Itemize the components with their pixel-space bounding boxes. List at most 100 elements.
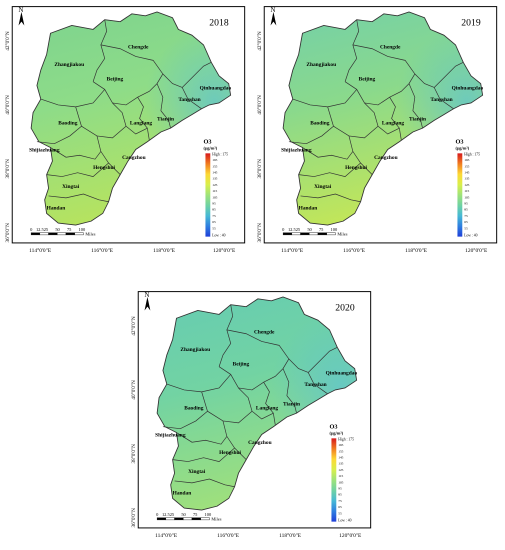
lat-label: 36°0'0"N <box>4 223 11 243</box>
scale-label: 0 <box>282 227 285 232</box>
city-border <box>433 61 464 88</box>
coast-shading <box>157 296 357 511</box>
legend-tick: 55 <box>464 226 468 230</box>
city-label-cangzhou: Cangzhou <box>374 155 397 161</box>
city-border <box>174 478 235 488</box>
legend-tick: 125 <box>464 183 469 187</box>
legend-tick: 135 <box>338 462 343 466</box>
city-border <box>263 381 276 425</box>
city-border <box>352 44 435 88</box>
scale-unit: Miles <box>337 232 347 237</box>
city-label-hengshui: Hengshui <box>93 165 115 171</box>
legend-unit: (μg/m³) <box>204 145 218 150</box>
city-label-langfang: Langfang <box>256 405 279 411</box>
city-label-xingtai: Xingtai <box>188 469 206 475</box>
lat-label: 42°0'0"N <box>130 316 137 336</box>
legend-tick: 75 <box>212 214 216 218</box>
legend-tick: 115 <box>212 189 217 193</box>
north-arrow-icon <box>144 296 151 311</box>
city-border <box>92 73 164 106</box>
city-label-tangshan: Tangshan <box>304 382 326 388</box>
map-panel-2018: N 2018 Zhangjiakou Chengde Beijing Qinhuangda… <box>4 2 250 264</box>
legend-title: O3 <box>330 424 338 431</box>
city-border <box>389 96 402 140</box>
city-label-chengde: Chengde <box>128 45 149 51</box>
city-border <box>348 135 373 175</box>
lon-label: 114°0'0"E <box>29 247 52 254</box>
lat-label: 36°0'0"N <box>130 508 137 528</box>
city-label-baoding: Baoding <box>58 120 78 126</box>
legend-tick: 155 <box>464 164 469 168</box>
lat-label: 36°0'0"N <box>256 223 263 243</box>
lat-label: 40°0'0"N <box>130 380 137 400</box>
coast-shading <box>283 11 483 226</box>
map-svg-2018: N 2018 Zhangjiakou Chengde Beijing Qinhuangda… <box>4 6 246 254</box>
lat-label: 40°0'0"N <box>4 95 11 115</box>
city-border <box>408 83 423 129</box>
city-border <box>222 420 247 460</box>
lon-label: 116°0'0"E <box>343 247 366 254</box>
lon-label: 118°0'0"E <box>153 247 176 254</box>
legend-tick: 105 <box>212 195 217 199</box>
city-border <box>181 87 202 110</box>
city-border <box>226 329 309 373</box>
legend-tick: 135 <box>212 177 217 181</box>
coast-shading <box>31 11 231 226</box>
legend-tick: 145 <box>338 455 343 459</box>
lon-label: 118°0'0"E <box>279 532 302 539</box>
city-border <box>344 19 360 82</box>
lat-label: 42°0'0"N <box>4 31 11 51</box>
scale-bar <box>30 232 84 236</box>
legend-low-label: Low : 40 <box>464 234 477 238</box>
north-arrow-icon <box>270 11 277 26</box>
city-label-chengde: Chengde <box>254 330 275 336</box>
city-border <box>307 372 328 395</box>
north-label: N <box>145 292 150 299</box>
city-label-beijing: Beijing <box>233 362 250 368</box>
city-border <box>292 89 357 108</box>
city-border <box>100 44 183 88</box>
legend-unit: (μg/m³) <box>456 145 470 150</box>
city-label-shijiazhuang: Shijiazhuang <box>29 147 60 153</box>
city-border <box>36 125 82 145</box>
city-label-handan: Handan <box>173 491 192 497</box>
city-border <box>302 147 354 160</box>
city-label-zhangjiakou: Zhangjiakou <box>54 62 84 68</box>
city-label-chengde: Chengde <box>380 45 401 51</box>
legend-tick: 85 <box>338 493 342 497</box>
city-label-shijiazhuang: Shijiazhuang <box>281 147 312 153</box>
map-svg-2019: N 2019 Zhangjiakou Chengde Beijing Qinhuangda… <box>256 6 498 254</box>
lon-label: 116°0'0"E <box>217 532 240 539</box>
city-label-qinhuangdao: Qinhuangdao <box>200 85 232 91</box>
legend-tick: 65 <box>212 220 216 224</box>
legend-title: O3 <box>204 139 212 146</box>
city-border <box>344 73 416 106</box>
legend-tick: 115 <box>338 474 343 478</box>
map-panel-2020: N 2020 Zhangjiakou Chengde Beijing Qinhuangda… <box>130 287 376 549</box>
city-border <box>92 19 108 82</box>
legend-tick: 105 <box>338 480 343 484</box>
scale-label: 75 <box>193 512 198 517</box>
scale-bar <box>156 517 210 521</box>
scale-label: 12.525 <box>162 512 175 517</box>
scale-label: 100 <box>331 227 338 232</box>
scale-unit: Miles <box>85 232 95 237</box>
city-border <box>300 193 361 203</box>
city-border <box>48 193 109 203</box>
legend-tick: 115 <box>464 189 469 193</box>
legend-tick: 145 <box>464 170 469 174</box>
legend-tick: 135 <box>464 177 469 181</box>
scale-label: 75 <box>67 227 72 232</box>
city-border <box>307 346 338 373</box>
legend-colorbar <box>205 153 211 237</box>
legend-tick: 105 <box>464 195 469 199</box>
legend-tick: 165 <box>338 443 343 447</box>
legend-unit: (μg/m³) <box>330 430 344 435</box>
city-border <box>176 432 228 445</box>
city-border <box>433 87 454 110</box>
city-border <box>218 304 234 367</box>
scale-label: 50 <box>307 227 312 232</box>
province-outline <box>282 11 484 226</box>
province-outline <box>30 11 232 226</box>
legend-tick: 155 <box>338 449 343 453</box>
